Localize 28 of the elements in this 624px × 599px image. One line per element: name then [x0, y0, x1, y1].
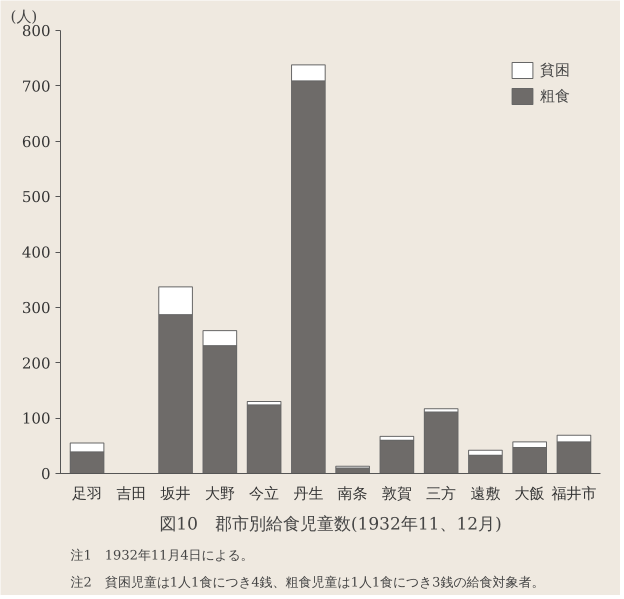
x-tick-label: 敦賀	[382, 484, 412, 502]
y-tick-label: 600	[22, 132, 51, 151]
y-tick-label: 200	[22, 354, 51, 372]
text: 注1 1932年11月4日による。	[70, 548, 254, 564]
y-tick-label: 400	[22, 244, 51, 262]
text: 図10 郡市別給食児童数(1932年11、12月)	[159, 514, 502, 534]
text: 注2 貧困児童は1人1食につき4銭、粗食児童は1人1食につき3銭の給食対象者。	[70, 574, 544, 590]
x-tick-label: 大飯	[514, 484, 545, 502]
legend-label: 粗食	[540, 86, 570, 106]
x-tick-label: 足羽	[72, 484, 102, 502]
bar	[380, 440, 414, 474]
y-tick-label: 300	[22, 298, 51, 317]
x-tick-label: 遠敷	[470, 484, 500, 502]
y-tick-label: 700	[22, 77, 51, 96]
y-tick-label: 500	[22, 188, 51, 206]
x-tick-label: 三方	[426, 484, 456, 502]
x-tick-label: 南条	[338, 484, 368, 502]
y-tick-label: 0	[40, 465, 51, 483]
bar	[424, 412, 458, 474]
x-tick-label: 大野	[204, 484, 235, 502]
x-tick-label: 福井市	[551, 484, 596, 502]
legend-label: 貧困	[540, 60, 570, 80]
y-tick-label: 100	[22, 410, 51, 428]
x-tick-label: 吉田	[116, 484, 146, 502]
x-tick-label: 坂井	[160, 484, 191, 502]
x-tick-label: 今立	[249, 484, 280, 502]
x-tick-label: 丹生	[293, 484, 324, 502]
bar	[246, 404, 282, 474]
